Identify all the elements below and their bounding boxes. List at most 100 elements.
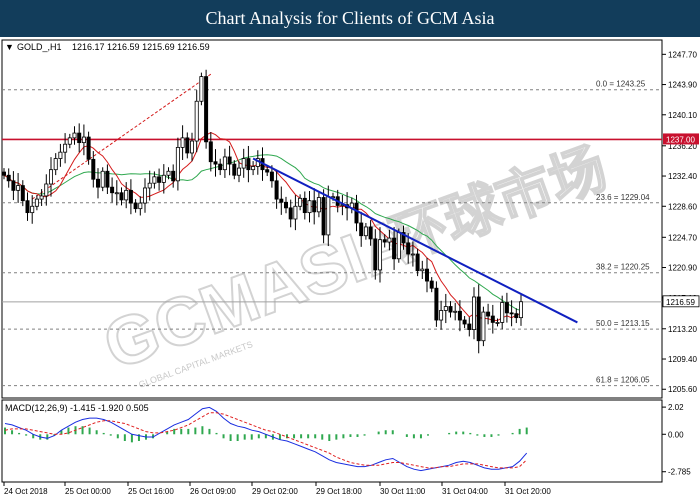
candle [481, 306, 486, 347]
candle [486, 303, 491, 325]
candle [161, 164, 166, 194]
bull-candle-body [251, 166, 256, 171]
candle [16, 173, 21, 203]
descending-trendline[interactable] [252, 157, 578, 324]
candle [218, 158, 223, 176]
candle [354, 194, 359, 232]
fib-level-label: 61.8 = 1206.05 [596, 376, 650, 385]
bull-candle-body [161, 174, 166, 183]
bull-candle-body [58, 151, 63, 159]
bear-candle-body [359, 222, 364, 237]
bear-candle-body [227, 156, 232, 165]
bear-candle-body [246, 158, 251, 171]
bear-candle-body [467, 323, 472, 330]
bear-candle-body [302, 197, 307, 214]
price-axis-label: 1240.10 [668, 111, 697, 120]
bear-candle-body [476, 296, 481, 342]
candle [500, 295, 505, 330]
bear-candle-body [368, 226, 373, 240]
candle [387, 229, 392, 251]
candle [490, 304, 495, 334]
resistance-price-tag [663, 133, 699, 145]
bear-candle-body [185, 137, 190, 154]
bull-candle-body [44, 183, 49, 197]
bear-candle-body [133, 202, 138, 210]
bull-candle-body [189, 140, 194, 154]
bear-candle-body [321, 197, 326, 236]
bear-candle-body [382, 239, 387, 243]
bear-candle-body [401, 232, 406, 244]
bull-candle-body [410, 253, 415, 256]
time-axis-label: 31 Oct 20:00 [505, 487, 551, 496]
bull-candle-body [298, 197, 303, 207]
bear-candle-body [448, 306, 453, 313]
candle [199, 72, 204, 106]
price-axis-label: 1220.90 [668, 264, 697, 273]
bear-candle-body [218, 163, 223, 171]
bear-candle-body [312, 200, 317, 213]
chart-area[interactable]: GCMASIA 环球市场 GLOBAL CAPITAL MARKETS ▼ GO… [0, 37, 700, 500]
bull-candle-body [495, 322, 500, 324]
bull-candle-body [72, 132, 77, 139]
main-chart-pane[interactable] [1, 39, 663, 399]
bear-candle-body [265, 169, 270, 173]
rising-dashed-trendline [31, 73, 212, 200]
bear-candle-body [354, 202, 359, 224]
candle [439, 300, 444, 330]
macd-axis-label: 0.00 [668, 430, 684, 439]
bear-candle-body [6, 174, 11, 182]
bull-candle-body [67, 137, 72, 145]
bear-candle-body [157, 176, 162, 183]
bull-candle-body [453, 310, 458, 313]
time-axis-label: 30 Oct 11:00 [380, 487, 426, 496]
candle [194, 90, 199, 153]
bear-candle-body [171, 170, 176, 182]
bear-candle-body [274, 180, 279, 200]
bull-candle-body [142, 187, 147, 204]
candle [265, 165, 270, 177]
bull-candle-body [241, 158, 246, 169]
bear-candle-body [424, 268, 429, 282]
current-price-tag [662, 295, 700, 308]
bear-candle-body [25, 200, 30, 214]
bull-candle-body [439, 310, 444, 321]
candle [227, 145, 232, 176]
bull-candle-body [114, 192, 119, 195]
time-axis-label: 25 Oct 16:00 [128, 487, 174, 496]
candle [495, 318, 500, 327]
bull-candle-body [307, 200, 312, 214]
candle [147, 170, 152, 201]
bear-candle-body [462, 319, 467, 325]
candle [246, 145, 251, 183]
candle [363, 222, 368, 240]
current-price-label: 1216.59 [666, 298, 695, 307]
bear-candle-body [91, 158, 96, 180]
candle [410, 241, 415, 267]
candle [58, 143, 63, 167]
candle [166, 167, 171, 180]
bull-candle-body [39, 195, 44, 200]
candle [504, 292, 509, 323]
bull-candle-body [481, 311, 486, 342]
macd-axis-label: 2.02 [668, 403, 684, 412]
candle [519, 293, 524, 326]
price-axis-label: 1232.40 [668, 172, 697, 181]
bull-candle-body [236, 167, 241, 176]
candle [382, 234, 387, 248]
resistance-price-label: 1237.00 [666, 135, 695, 144]
candle [81, 124, 86, 156]
bear-candle-body [504, 302, 509, 314]
bear-candle-body [490, 315, 495, 323]
bull-candle-body [199, 76, 204, 102]
macd-header: MACD(12,26,9) -1.415 -1.920 0.505 [5, 403, 149, 413]
fib-level-label: 23.6 = 1229.04 [596, 193, 650, 202]
bear-candle-body [415, 253, 420, 272]
macd-pane[interactable] [1, 399, 663, 483]
candle [373, 229, 378, 280]
collapse-arrow-icon[interactable]: ▼ [5, 42, 14, 52]
chart-ohlc: 1216.17 1216.59 1215.69 1216.59 [72, 42, 210, 52]
fib-level-label: 50.0 = 1213.15 [596, 319, 650, 328]
bull-candle-body [222, 156, 227, 171]
bear-candle-body [509, 312, 514, 315]
macd-main-line [4, 406, 528, 472]
